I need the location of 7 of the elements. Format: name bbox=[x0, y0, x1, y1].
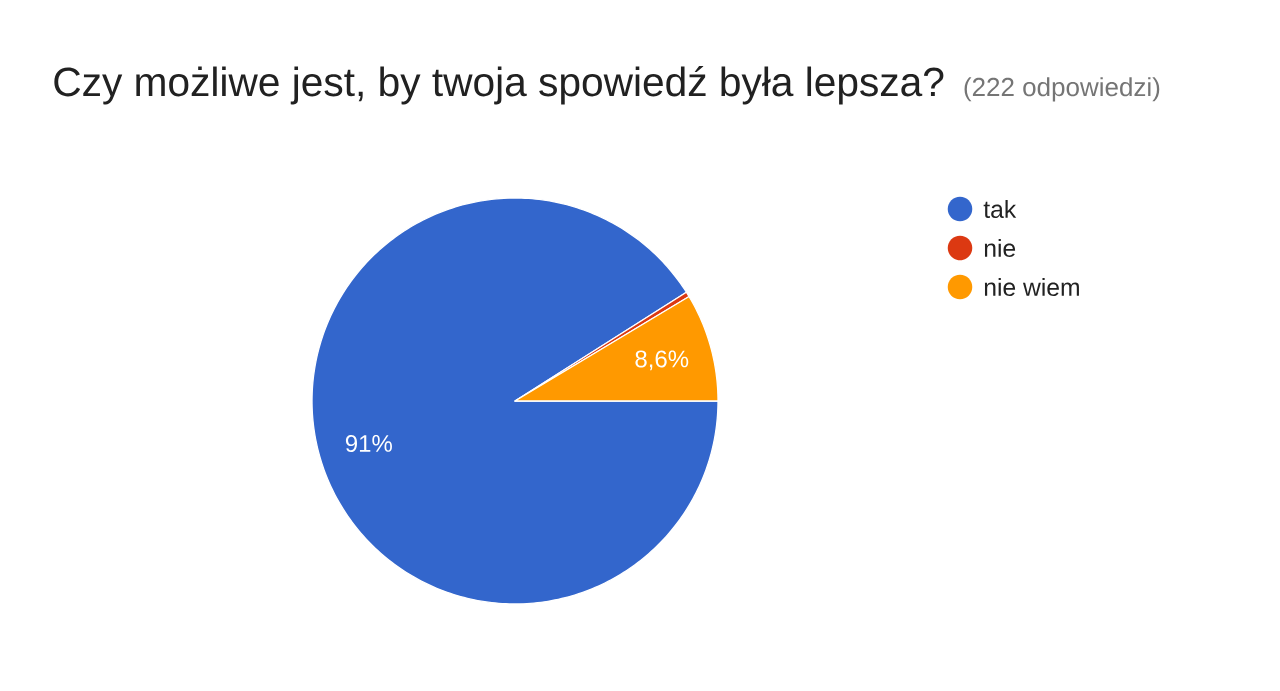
legend-label: tak bbox=[983, 199, 1017, 219]
legend-label: nie bbox=[984, 238, 1016, 258]
data-label: 8,6% bbox=[635, 350, 689, 371]
data-label: 91% bbox=[345, 434, 392, 452]
chart-subtitle: (222 odpowiedzi) bbox=[964, 77, 1160, 102]
chart-title: Czy możliwe jest, by twoja spowiedź była lepsza? bbox=[54, 66, 944, 105]
legend-label: nie wiem bbox=[984, 277, 1079, 297]
